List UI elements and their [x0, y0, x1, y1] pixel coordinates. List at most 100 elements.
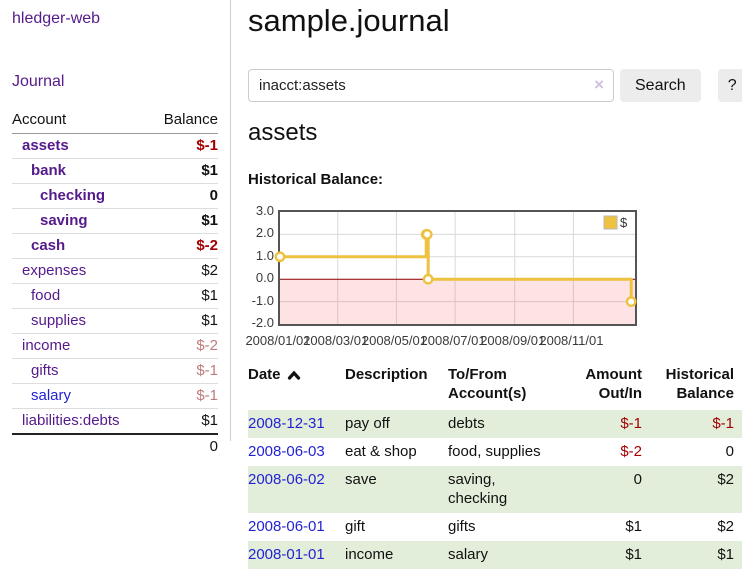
transaction-date-link[interactable]: 2008-06-02 [248, 471, 325, 488]
balance-chart-svg: $ [274, 212, 637, 324]
account-row: liabilities:debts $1 [12, 408, 218, 434]
search-field-wrap: × [248, 69, 614, 102]
transaction-balance: $-1 [712, 415, 734, 432]
transaction-accounts: debts [448, 415, 485, 432]
x-axis-tick-label: 2008/11/01 [539, 333, 604, 348]
account-link[interactable]: assets [22, 137, 69, 154]
transaction-balance: $1 [717, 546, 734, 563]
register-row: 2008-06-01 gift gifts $1 $2 [248, 513, 742, 541]
search-bar: × Search ? [248, 69, 742, 102]
date-header-label: Date [248, 366, 281, 383]
accounts-tbody: assets $-1 bank $1 checking 0 saving $1 cash $-2 e… [12, 134, 218, 434]
register-header-amount: Amount Out/In [585, 366, 642, 402]
search-button[interactable]: Search [620, 69, 701, 102]
account-balance: $-1 [196, 137, 218, 154]
register-header-balance: Historical Balance [665, 366, 734, 402]
transaction-accounts: salary [448, 546, 489, 563]
chart-legend-label: $ [620, 215, 628, 230]
account-row: gifts $-1 [12, 358, 218, 384]
sidebar: hledger-web Journal Account Balance asse… [0, 0, 230, 459]
transaction-amount: $-2 [620, 443, 642, 460]
account-balance: $-1 [148, 383, 218, 409]
search-input[interactable] [248, 69, 614, 102]
help-button[interactable]: ? [717, 69, 742, 102]
account-heading: assets [248, 119, 318, 146]
y-axis-tick-label: 3.0 [255, 203, 274, 218]
register-row: 2008-01-01 income salary $1 $1 [248, 541, 742, 569]
account-link[interactable]: saving [40, 212, 88, 229]
register-table: Date Description To/From Account(s) Amou… [248, 363, 742, 569]
transaction-date-link[interactable]: 2008-06-01 [248, 518, 325, 535]
account-link[interactable]: gifts [31, 362, 59, 379]
accounts-total-row: 0 [12, 433, 218, 459]
account-balance: 0 [148, 183, 218, 209]
transaction-amount: 0 [633, 471, 642, 488]
account-balance: $1 [148, 408, 218, 434]
accounts-header-balance: Balance [148, 108, 218, 134]
register-header-description: Description [345, 366, 428, 383]
main-content: sample.journal × Search ? assets Histori… [245, 0, 742, 582]
transaction-accounts: food, supplies [448, 443, 541, 460]
account-row: assets $-1 [12, 134, 218, 159]
transaction-accounts: gifts [448, 518, 476, 535]
y-axis-tick-label: -2.0 [251, 315, 274, 330]
x-axis-tick-label: 2008/07/01 [420, 333, 486, 348]
account-link[interactable]: food [31, 287, 61, 304]
transaction-description: eat & shop [345, 443, 417, 460]
account-row: bank $1 [12, 158, 218, 184]
transaction-date-link[interactable]: 2008-06-03 [248, 443, 325, 460]
historical-balance-chart: $ 3.0 2.0 1.0 0.0 -1.0 -2.0 2008/01/01 2008/03/… [245, 203, 742, 354]
account-link[interactable]: checking [40, 187, 106, 204]
account-row: food $1 [12, 283, 218, 309]
x-axis-tick-label: 2008/01/01 [245, 333, 311, 348]
account-row: expenses $2 [12, 258, 218, 284]
transaction-balance: $2 [717, 518, 734, 535]
transaction-date-link[interactable]: 2008-01-01 [248, 546, 325, 563]
register-header-accounts: To/From Account(s) [448, 366, 527, 402]
account-row: income $-2 [12, 333, 218, 359]
account-row: salary $-1 [12, 383, 218, 409]
account-balance: $1 [148, 208, 218, 234]
y-axis-tick-label: 1.0 [255, 247, 274, 263]
transaction-balance: $2 [717, 471, 734, 488]
transaction-date-link[interactable]: 2008-12-31 [248, 415, 325, 432]
account-balance: $1 [148, 158, 218, 184]
y-axis-tick-label: 0.0 [255, 270, 274, 286]
account-row: checking 0 [12, 183, 218, 209]
chart-plot-area: $ [274, 210, 637, 326]
account-link[interactable]: supplies [31, 312, 87, 329]
register-row: 2008-06-03 eat & shop food, supplies $-2 0 [248, 438, 742, 466]
register-header-date[interactable]: Date [248, 363, 345, 410]
account-link[interactable]: income [22, 337, 71, 354]
transaction-description: pay off [345, 415, 390, 432]
sidebar-divider [230, 0, 231, 441]
transaction-balance: 0 [725, 443, 734, 460]
account-balance: $-1 [148, 358, 218, 384]
account-link[interactable]: bank [31, 162, 67, 179]
account-link[interactable]: salary [31, 387, 72, 404]
accounts-header-row: Account Balance [12, 108, 218, 134]
account-link[interactable]: expenses [22, 262, 87, 279]
account-balance: $1 [148, 308, 218, 334]
transaction-description: income [345, 546, 394, 563]
accounts-table: Account Balance assets $-1 bank $1 checking 0… [12, 108, 218, 459]
sidebar-item-journal[interactable]: Journal [12, 73, 65, 90]
account-link[interactable]: liabilities:debts [22, 412, 120, 429]
register-header-row: Date Description To/From Account(s) Amou… [248, 363, 742, 410]
app-title-link[interactable]: hledger-web [12, 10, 101, 27]
account-balance: $2 [148, 258, 218, 284]
x-axis-tick-label: 2008/03/01 [303, 333, 369, 348]
account-balance: $-2 [148, 333, 218, 359]
transaction-description: gift [345, 518, 366, 535]
account-row: supplies $1 [12, 308, 218, 334]
clear-search-icon[interactable]: × [594, 75, 604, 94]
register-row: 2008-12-31 pay off debts $-1 $-1 [248, 410, 742, 438]
transaction-amount: $-1 [620, 415, 642, 432]
transaction-amount: $1 [625, 546, 642, 563]
account-row: saving $1 [12, 208, 218, 234]
transaction-description: save [345, 471, 377, 488]
account-link[interactable]: cash [31, 237, 66, 254]
accounts-total-balance: 0 [148, 433, 218, 459]
account-balance: $1 [148, 283, 218, 309]
